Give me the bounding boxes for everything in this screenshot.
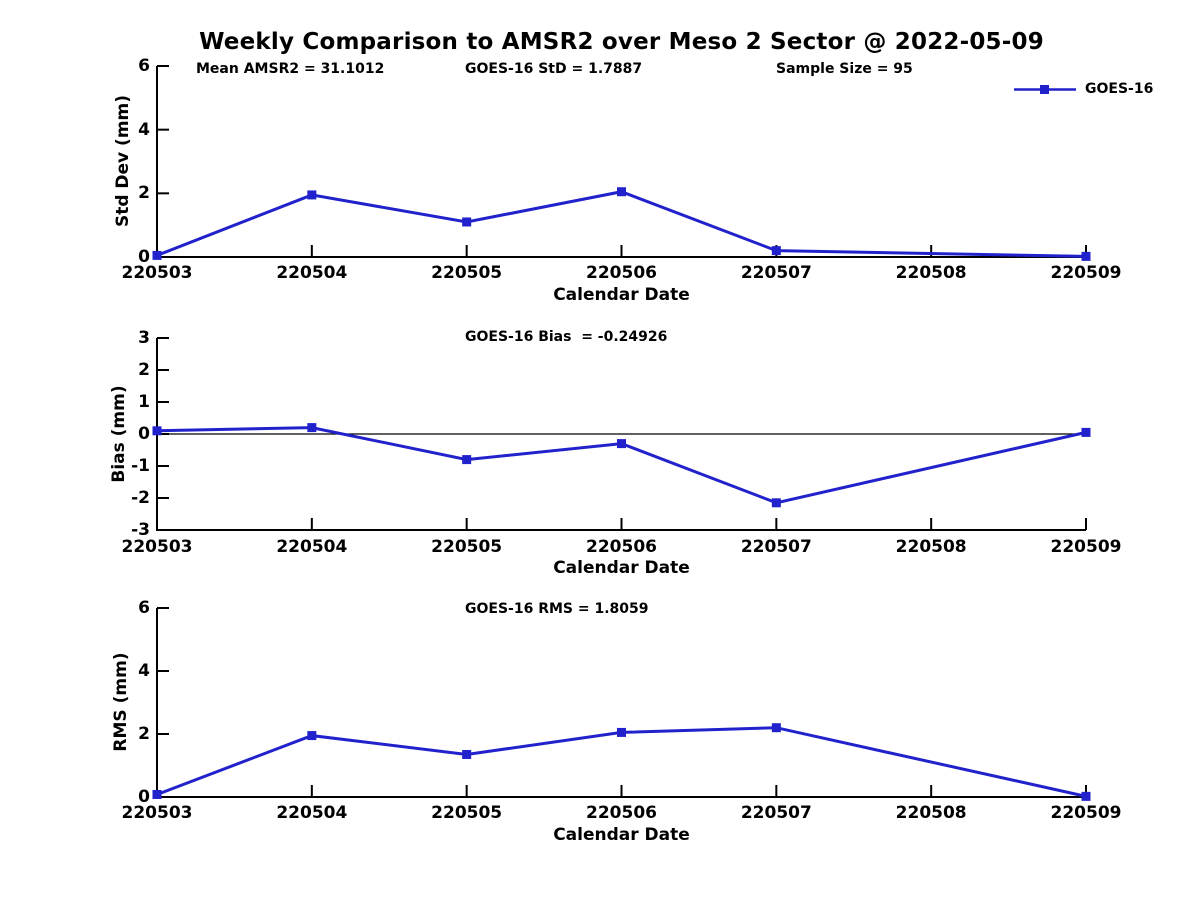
bias-x-axis-label: Calendar Date (553, 558, 690, 578)
series-line-stddev (156, 190, 1087, 258)
rms-y-axis-label: RMS (mm) (111, 652, 131, 752)
subplot-rms-plot (152, 607, 1091, 801)
bias-y-axis-label: Bias (mm) (109, 385, 129, 483)
data-point-marker (462, 455, 472, 465)
data-point-marker (462, 749, 472, 759)
data-point-marker (1081, 251, 1091, 261)
subplot-stddev-plot (152, 65, 1091, 261)
data-point-marker (1081, 427, 1091, 437)
data-point-marker (771, 723, 781, 733)
data-point-marker (617, 187, 626, 197)
data-point-marker (152, 250, 162, 260)
legend-line-marker-icon (1014, 85, 1076, 94)
subplot-bias-plot (152, 337, 1091, 531)
data-point-marker (307, 423, 317, 433)
rms-x-axis-label: Calendar Date (553, 825, 690, 845)
data-point-marker (1081, 791, 1091, 801)
data-point-marker (617, 439, 626, 449)
chart-title: Weekly Comparison to AMSR2 over Meso 2 S… (199, 29, 1044, 55)
legend: GOES-16 (1013, 82, 1153, 97)
data-point-marker (462, 217, 472, 227)
data-point-marker (617, 727, 626, 737)
stddev-y-axis-label: Std Dev (mm) (113, 94, 133, 228)
data-point-marker (152, 789, 162, 799)
data-point-marker (771, 246, 781, 256)
legend-label: GOES-16 (1085, 81, 1154, 97)
data-point-marker (152, 426, 162, 436)
data-point-marker (307, 190, 317, 200)
series-line-bias (156, 426, 1087, 505)
data-point-marker (307, 731, 317, 741)
series-line-rms (156, 726, 1087, 798)
data-point-marker (771, 498, 781, 508)
stddev-x-axis-label: Calendar Date (553, 285, 690, 305)
